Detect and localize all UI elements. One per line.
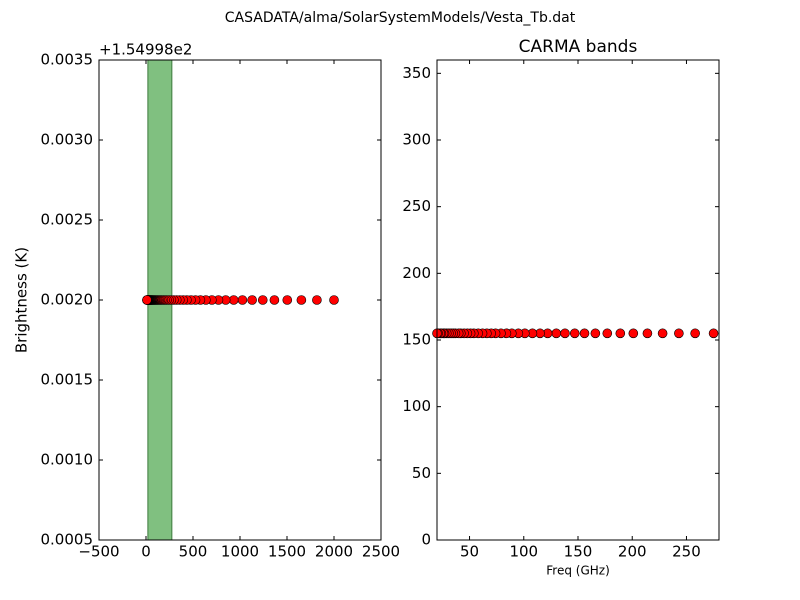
y-tick-label: 0.0015	[41, 371, 94, 389]
x-axis-label: Freq (GHz)	[546, 564, 610, 578]
point	[269, 295, 280, 305]
y-tick-label: 50	[412, 464, 431, 482]
y-tick-label: 250	[402, 197, 431, 215]
figure-title: CASADATA/alma/SolarSystemModels/Vesta_Tb…	[225, 10, 576, 26]
y-tick-label: 0.0035	[41, 51, 94, 69]
x-tick-label: 150	[564, 543, 593, 561]
x-tick-label: 1500	[268, 543, 306, 561]
point	[551, 328, 562, 339]
point	[228, 295, 239, 305]
y-tick-label: 0.0010	[41, 451, 94, 469]
x-tick-label: 1000	[221, 543, 259, 561]
x-tick-label: 250	[672, 543, 701, 561]
y-tick-label: 0	[421, 531, 431, 549]
point	[628, 328, 639, 339]
y-tick-label: 200	[402, 264, 431, 282]
point	[642, 328, 653, 339]
point	[282, 295, 293, 305]
x-tick-label: 2000	[315, 543, 353, 561]
point	[657, 328, 668, 339]
point	[312, 295, 322, 305]
point	[296, 295, 307, 305]
y-axis-label: Brightness (K)	[13, 247, 31, 353]
x-tick-label: 200	[618, 543, 647, 561]
x-tick-label: 0	[141, 543, 151, 561]
x-tick-label: 2500	[362, 543, 400, 561]
point	[708, 328, 719, 339]
point	[329, 295, 339, 305]
point	[257, 295, 268, 305]
point	[569, 328, 580, 339]
point	[142, 295, 152, 305]
x-tick-label: 100	[509, 543, 538, 561]
y-tick-label: 100	[402, 397, 431, 415]
y-tick-label: 300	[402, 131, 431, 149]
y-tick-label: 350	[402, 64, 431, 82]
point	[560, 328, 570, 339]
axes-title: CARMA bands	[519, 37, 638, 57]
x-tick-label: 500	[179, 543, 208, 561]
y-tick-label: 150	[402, 331, 431, 349]
y-tick-label: 0.0005	[41, 531, 94, 549]
point	[690, 328, 700, 339]
y-tick-label: 0.0030	[41, 131, 94, 149]
point	[674, 328, 684, 339]
y-tick-label: 0.0020	[41, 291, 94, 309]
point	[247, 295, 257, 305]
x-tick-label: −500	[78, 543, 119, 561]
point	[602, 328, 613, 339]
point	[579, 328, 590, 339]
point	[590, 328, 601, 339]
point	[237, 295, 248, 305]
offset-text: +1.54998e2	[99, 41, 192, 59]
y-tick-label: 0.0025	[41, 211, 94, 229]
x-tick-label: 50	[460, 543, 479, 561]
point	[615, 328, 626, 339]
